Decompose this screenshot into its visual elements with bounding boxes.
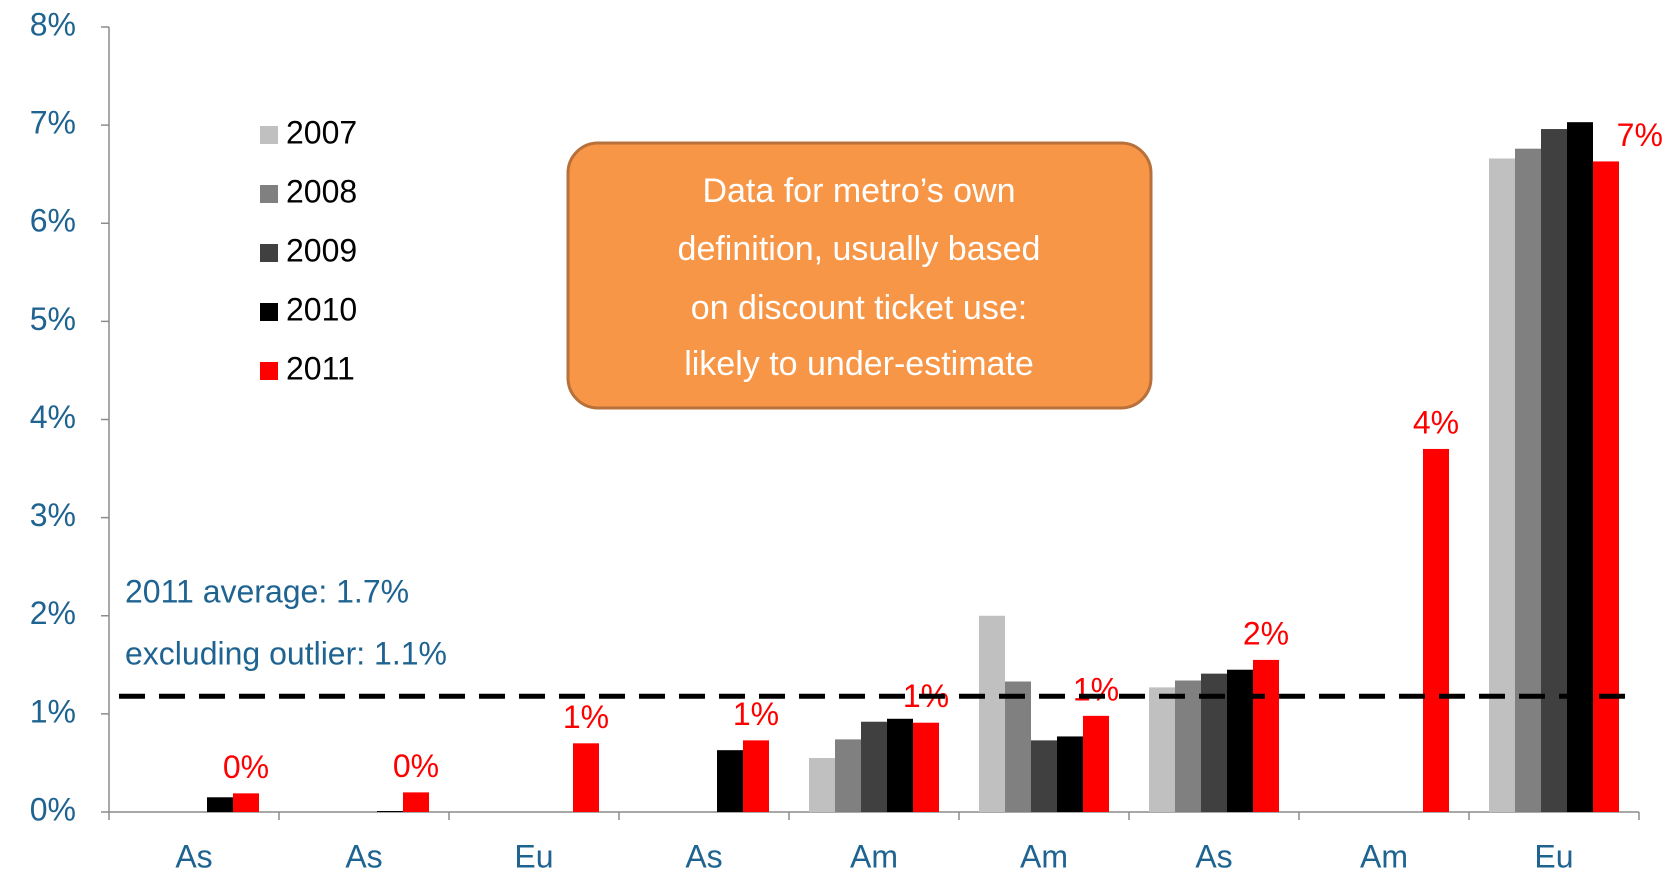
y-tick-label: 1% xyxy=(30,693,76,729)
x-tick-label: Eu xyxy=(1534,838,1573,874)
bar xyxy=(1083,715,1109,812)
bar xyxy=(1593,161,1619,812)
y-tick-label: 7% xyxy=(30,105,76,141)
bar xyxy=(1515,148,1541,813)
legend-label: 2011 xyxy=(286,350,355,386)
note-text: on discount ticket use: xyxy=(691,289,1027,327)
data-label: 4% xyxy=(1413,404,1459,440)
x-tick-label: Am xyxy=(1020,838,1068,874)
bar xyxy=(861,721,887,812)
legend-label: 2008 xyxy=(286,173,357,209)
data-label: 1% xyxy=(563,699,609,735)
bar xyxy=(887,718,913,812)
bar xyxy=(1541,129,1567,813)
legend-label: 2007 xyxy=(286,114,357,150)
bar xyxy=(1057,736,1083,812)
bar xyxy=(207,797,233,812)
x-tick-label: As xyxy=(685,838,722,874)
bar xyxy=(1253,659,1279,812)
legend-swatch xyxy=(260,362,278,380)
note-text: definition, usually based xyxy=(678,230,1041,268)
bar xyxy=(233,793,259,812)
bar xyxy=(1149,687,1175,812)
y-tick-label: 6% xyxy=(30,203,76,239)
data-label: 2% xyxy=(1243,615,1289,651)
annotation: excluding outlier: 1.1% xyxy=(125,635,447,671)
x-tick-label: As xyxy=(175,838,212,874)
y-tick-label: 2% xyxy=(30,595,76,631)
note-box xyxy=(566,141,1153,410)
x-tick-label: Am xyxy=(850,838,898,874)
legend-label: 2010 xyxy=(286,291,357,327)
bar xyxy=(1227,669,1253,812)
x-tick-label: Eu xyxy=(514,838,553,874)
bar xyxy=(403,792,429,812)
note-text: likely to under-estimate xyxy=(684,345,1034,383)
data-label: 0% xyxy=(223,749,269,785)
bar xyxy=(717,750,743,812)
y-tick-label: 4% xyxy=(30,399,76,435)
data-label: 0% xyxy=(393,748,439,784)
x-tick-label: Am xyxy=(1360,838,1408,874)
y-tick-label: 0% xyxy=(30,791,76,827)
y-tick-label: 3% xyxy=(30,497,76,533)
bar xyxy=(1175,680,1201,812)
bar xyxy=(1005,681,1031,812)
legend-swatch xyxy=(260,303,278,321)
data-label: 1% xyxy=(733,696,779,732)
bar xyxy=(809,758,835,812)
legend-swatch xyxy=(260,244,278,262)
bar xyxy=(1567,122,1593,812)
bar xyxy=(743,740,769,812)
bar xyxy=(1423,448,1449,812)
legend-swatch xyxy=(260,185,278,203)
bar xyxy=(377,811,403,812)
legend-swatch xyxy=(260,126,278,144)
bar xyxy=(1031,740,1057,812)
bar xyxy=(835,739,861,812)
annotation: 2011 average: 1.7% xyxy=(125,573,409,609)
note-text: Data for metro’s own xyxy=(702,172,1015,210)
data-label: 1% xyxy=(1073,671,1119,707)
bar xyxy=(573,743,599,812)
bar xyxy=(1489,158,1515,813)
data-label: 7% xyxy=(1617,117,1663,153)
legend-label: 2009 xyxy=(286,232,357,268)
y-tick-label: 5% xyxy=(30,301,76,337)
bar xyxy=(913,722,939,812)
x-tick-label: As xyxy=(345,838,382,874)
y-tick-label: 8% xyxy=(30,6,76,42)
x-tick-label: As xyxy=(1195,838,1232,874)
bar xyxy=(979,615,1005,812)
